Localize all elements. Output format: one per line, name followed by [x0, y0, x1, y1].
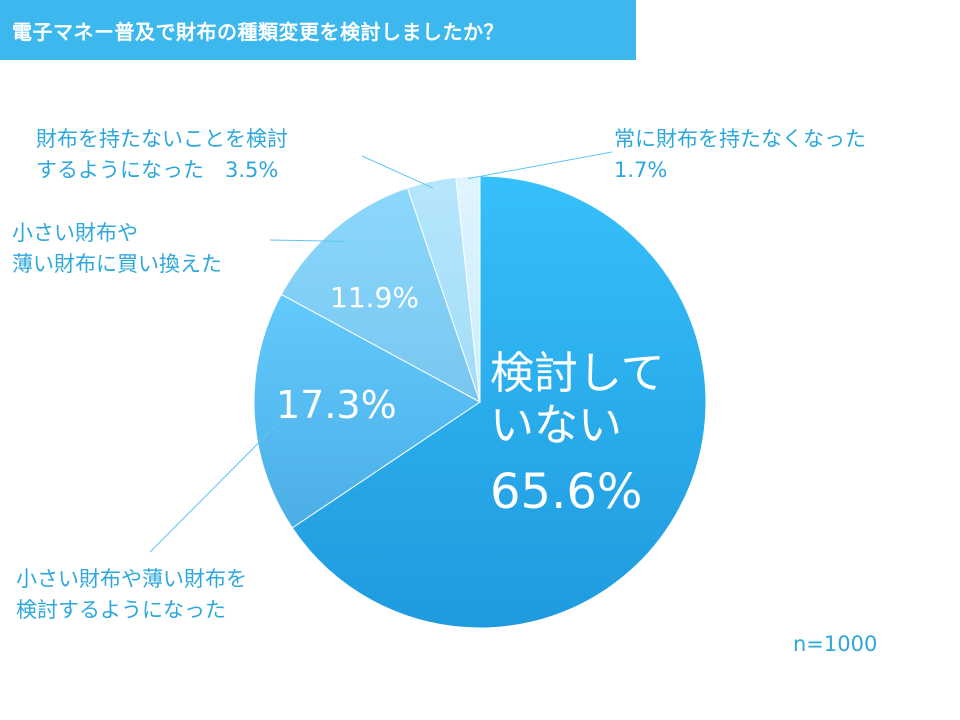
slice-percent-1: 17.3% [276, 383, 397, 427]
leader-line-4 [467, 151, 613, 180]
label-considered-smaller: 小さい財布や薄い財布を 検討するようになった [16, 567, 247, 622]
pie-slice-1 [253, 293, 481, 529]
slice-percent-0: 65.6% [490, 464, 642, 520]
label-no-wallet-considered: 財布を持たないことを検討 するようになった 3.5% [36, 127, 288, 182]
pie-slice-0 [291, 175, 707, 629]
slice-name-line-0: 検討して [490, 348, 665, 399]
slice-name-line-1: いない [490, 400, 622, 451]
slice-percent-2: 11.9% [330, 281, 419, 314]
leader-line-3 [361, 155, 434, 189]
chart-title: 電子マネー普及で財布の種類変更を検討しましたか？ [12, 19, 504, 44]
leader-line-2 [269, 239, 345, 242]
sample-size-label: n=1000 [793, 632, 878, 656]
label-no-wallet-always: 常に財布を持たなくなった 1.7% [614, 127, 866, 182]
label-bought-smaller: 小さい財布や 薄い財布に買い換えた [12, 221, 222, 276]
title-bar: 電子マネー普及で財布の種類変更を検討しましたか？ [0, 0, 636, 60]
leader-line-1 [149, 410, 291, 553]
